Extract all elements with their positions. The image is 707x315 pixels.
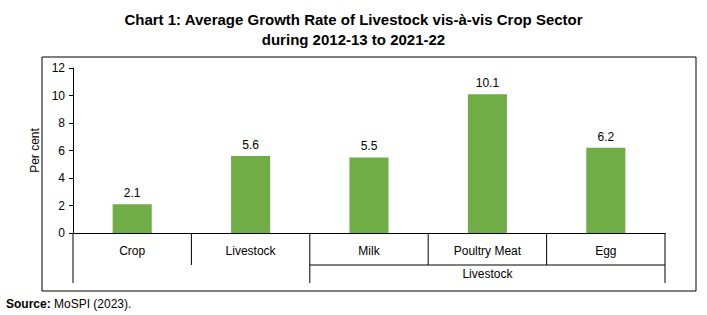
- svg-text:Milk: Milk: [358, 244, 380, 258]
- svg-text:6: 6: [58, 144, 65, 158]
- svg-text:2.1: 2.1: [124, 186, 141, 200]
- svg-text:2: 2: [58, 199, 65, 213]
- svg-text:12: 12: [52, 61, 66, 75]
- svg-text:10.1: 10.1: [476, 76, 500, 90]
- svg-text:Livestock: Livestock: [462, 267, 513, 281]
- svg-text:Crop: Crop: [119, 244, 145, 258]
- svg-text:Source:: Source:: [6, 297, 51, 311]
- svg-text:4: 4: [58, 171, 65, 185]
- svg-text:Egg: Egg: [595, 244, 616, 258]
- svg-text:MoSPI (2023).: MoSPI (2023).: [51, 297, 132, 311]
- svg-text:Per cent: Per cent: [28, 127, 42, 172]
- svg-text:Livestock: Livestock: [226, 244, 277, 258]
- svg-text:Chart 1: Average Growth Rate o: Chart 1: Average Growth Rate of Livestoc…: [124, 11, 582, 28]
- svg-text:5.5: 5.5: [361, 139, 378, 153]
- svg-text:6.2: 6.2: [597, 130, 614, 144]
- svg-text:during 2012-13 to 2021-22: during 2012-13 to 2021-22: [262, 31, 445, 48]
- svg-text:8: 8: [58, 116, 65, 130]
- svg-text:5.6: 5.6: [242, 138, 259, 152]
- svg-text:0: 0: [58, 226, 65, 240]
- svg-text:10: 10: [52, 89, 66, 103]
- svg-text:Poultry Meat: Poultry Meat: [454, 244, 522, 258]
